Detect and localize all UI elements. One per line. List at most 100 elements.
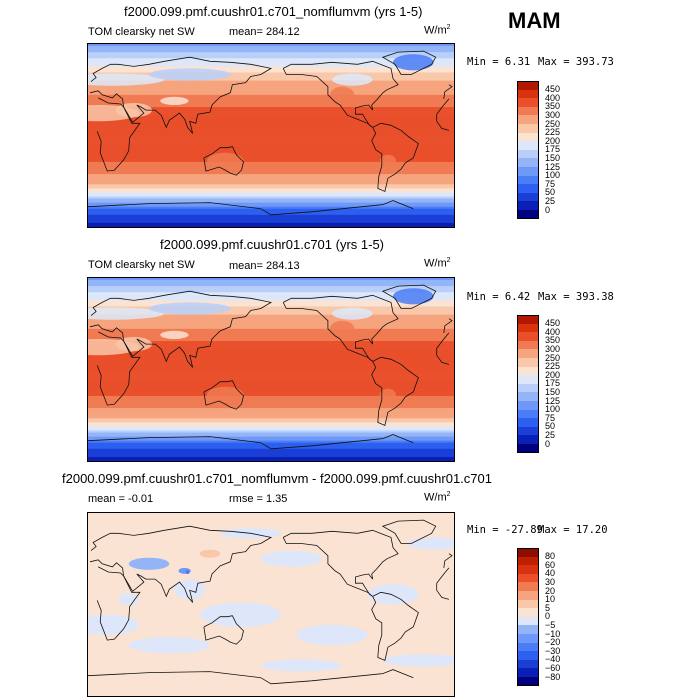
colorbar-swatch (517, 556, 539, 566)
panel1-title: f2000.099.pmf.cuushr01.c701_nomflumvm (y… (124, 4, 423, 19)
map-band (88, 422, 454, 425)
map-band (88, 188, 454, 191)
colorbar-tick-label: −30 (545, 645, 561, 656)
panel2-min: Min = 6.42 (467, 291, 531, 303)
map-band (88, 347, 454, 350)
map-band (88, 363, 454, 366)
coastline (89, 290, 453, 368)
colorbar-swatch (517, 201, 539, 211)
map-band (88, 345, 454, 348)
map-band (88, 375, 454, 378)
map-band (88, 280, 454, 283)
map-band (88, 292, 454, 295)
map-band (88, 163, 454, 167)
colorbar-tick-label: 100 (545, 404, 561, 415)
map-band (88, 430, 454, 433)
map-band (88, 90, 454, 94)
map-band (88, 68, 454, 71)
colorbar-swatch (517, 89, 539, 99)
map-band (88, 145, 454, 148)
map-band (88, 353, 454, 356)
map-patch (393, 54, 434, 71)
colorbar-swatch (517, 124, 539, 134)
coastline (282, 529, 399, 597)
map-band (88, 102, 454, 106)
map-band (88, 200, 454, 203)
map-band (88, 111, 454, 114)
colorbar-tick-label: 80 (545, 551, 556, 562)
map-band (88, 383, 454, 387)
map-band (88, 381, 454, 385)
map-patch (330, 86, 355, 103)
map-band (88, 141, 454, 144)
colorbar-swatch (517, 625, 539, 635)
map-patch (160, 330, 189, 339)
map-band (88, 155, 454, 159)
map-patch (379, 388, 396, 401)
map-band (88, 131, 454, 134)
colorbar-swatch (517, 192, 539, 202)
map-band (88, 186, 454, 189)
colorbar-swatch (517, 599, 539, 609)
map-band (88, 135, 454, 138)
map-band (88, 408, 454, 411)
map-band (88, 196, 454, 199)
colorbar-swatch (517, 184, 539, 194)
panel3-rmse: rmse = 1.35 (229, 493, 288, 505)
coastline (96, 331, 450, 406)
map-band (88, 278, 454, 281)
map-band (88, 107, 454, 110)
map-band (88, 62, 454, 65)
map-band (88, 432, 454, 435)
map-band (88, 44, 454, 47)
colorbar-tick-label: 125 (545, 161, 561, 172)
map-patch (207, 386, 244, 403)
colorbar-swatch (517, 409, 539, 419)
map-anomaly (296, 624, 368, 646)
map-band (88, 133, 454, 136)
colorbar-tick-label: 75 (545, 178, 556, 189)
map-band (88, 308, 454, 311)
panel1-max: Max = 393.73 (538, 56, 614, 68)
colorbar-swatch (517, 634, 539, 644)
map-band (88, 172, 454, 175)
map-band (88, 336, 454, 340)
map-band (88, 343, 454, 346)
colorbar-swatch (517, 106, 539, 116)
colorbar-tick-label: 0 (545, 611, 551, 622)
map-band (88, 332, 454, 336)
map-band (88, 397, 454, 401)
map-band (88, 157, 454, 161)
map-band (88, 123, 454, 126)
panel2-map (87, 277, 455, 462)
map-band (88, 222, 454, 226)
map-band (88, 119, 454, 122)
coastline (371, 591, 419, 661)
colorbar-tick-label: −40 (545, 654, 561, 665)
colorbar-tick-label: −10 (545, 628, 561, 639)
colorbar-tick-label: 250 (545, 118, 561, 129)
coastline (371, 122, 419, 192)
map-band (88, 284, 454, 287)
panel1-variable: TOM clearsky net SW (88, 26, 195, 38)
map-anomaly (382, 654, 454, 667)
map-band (88, 147, 454, 151)
colorbar-tick-label: 200 (545, 369, 561, 380)
colorbar-swatch (517, 132, 539, 142)
map-band (88, 428, 454, 431)
colorbar-swatch (517, 375, 539, 385)
map-band (88, 143, 454, 146)
colorbar-swatch (517, 81, 539, 91)
colorbar-swatch (517, 115, 539, 125)
map-patch (88, 73, 165, 86)
map-band (88, 117, 454, 120)
colorbar-swatch (517, 392, 539, 402)
colorbar-tick-label: 300 (545, 343, 561, 354)
map-band (88, 326, 454, 330)
map-band (88, 115, 454, 118)
map-band (88, 168, 454, 171)
map-band (88, 139, 454, 142)
map-band (88, 224, 454, 227)
map-band (88, 184, 454, 187)
map-band (88, 377, 454, 380)
